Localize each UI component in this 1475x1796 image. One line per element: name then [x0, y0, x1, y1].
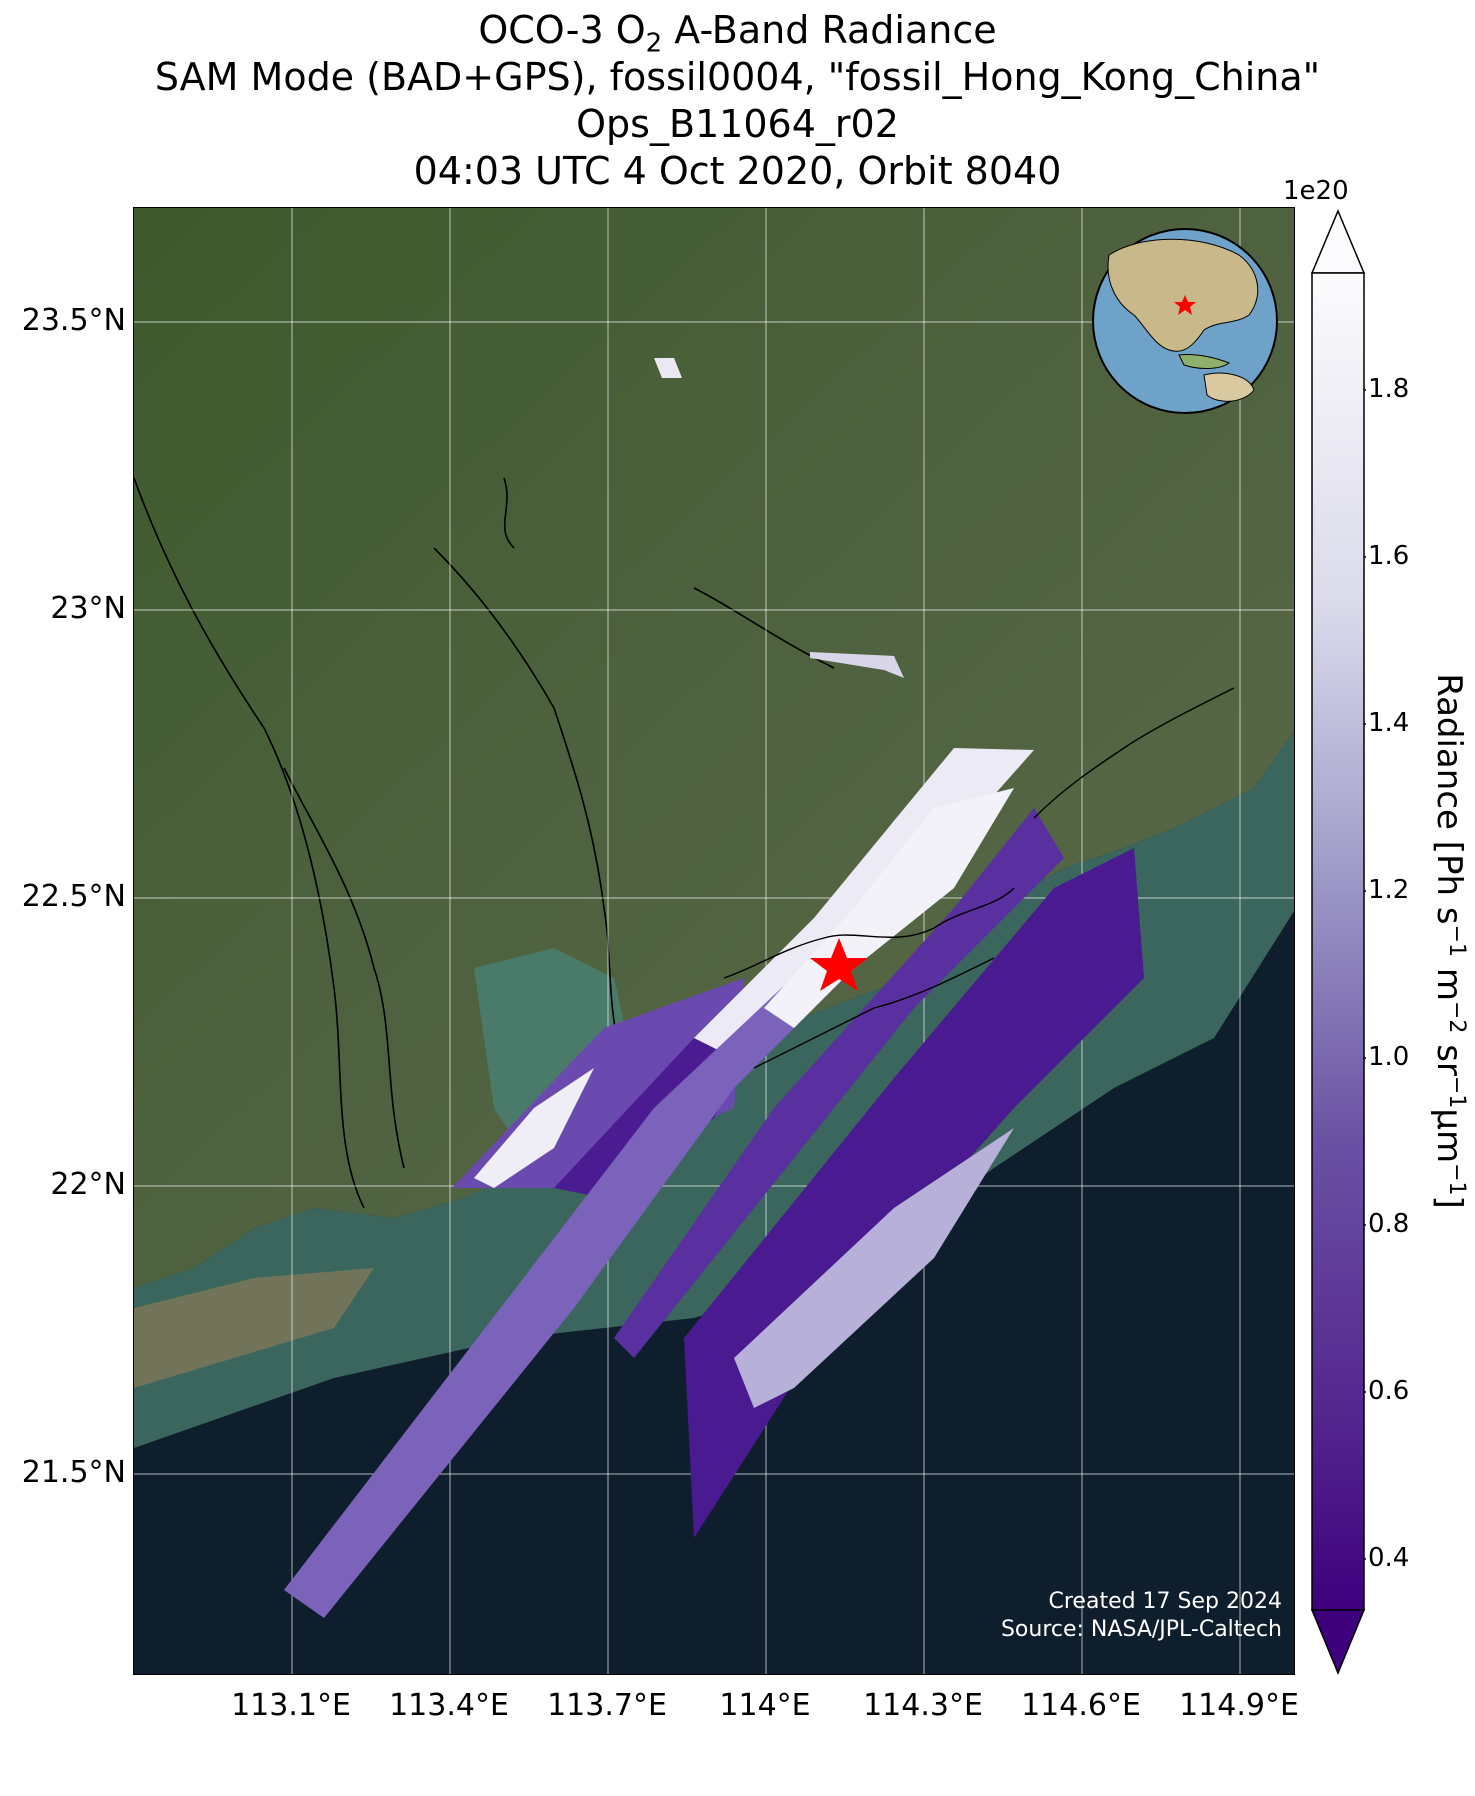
colorbar-label-sup-2: −2	[1444, 1000, 1470, 1034]
target-star-marker	[810, 938, 868, 991]
radiance-swaths	[284, 358, 1144, 1618]
globe-australia	[1203, 372, 1255, 402]
colorbar-tick-0-6: 0.6	[1368, 1376, 1410, 1406]
swath-6	[284, 868, 904, 1618]
lon-tick-114-6: 114.6°E	[1021, 1688, 1141, 1723]
colorbar-tick-1-6: 1.6	[1368, 541, 1410, 571]
colorbar-tick-0-4: 0.4	[1368, 1543, 1410, 1573]
colorbar-label-prefix: Radiance [Ph s	[1428, 673, 1469, 925]
lon-tick-113-7: 113.7°E	[547, 1688, 667, 1723]
colorbar-label: Radiance [Ph s−1 m−2 sr−1μm−1]	[1429, 673, 1469, 1209]
lon-tick-114: 114°E	[719, 1688, 811, 1723]
swath-7	[614, 808, 1064, 1358]
colorbar-tick-1-2: 1.2	[1368, 875, 1410, 905]
colorbar-gradient	[1311, 272, 1365, 1611]
colorbar-ticks	[1364, 389, 1366, 1560]
globe-indonesia	[1178, 354, 1231, 369]
muddy-water	[134, 1268, 374, 1388]
title-line-3: Ops_B11064_r02	[576, 102, 899, 146]
colorbar-label-sup-3: −1	[1444, 1075, 1470, 1109]
colorbar-label-um: μm	[1428, 1108, 1469, 1164]
globe-star-marker	[1174, 295, 1196, 315]
source-text: Source: NASA/JPL-Caltech	[1000, 1617, 1282, 1642]
title-line-2: SAM Mode (BAD+GPS), fossil0004, "fossil_…	[154, 55, 1321, 99]
colorbar	[1310, 209, 1366, 1675]
lon-tick-113-4: 113.4°E	[389, 1688, 509, 1723]
land	[134, 208, 1294, 1288]
colorbar-exponent: 1e20	[1283, 176, 1349, 206]
colorbar-label-sr: sr	[1428, 1033, 1469, 1076]
globe-locator-inset	[1092, 228, 1278, 414]
map-canvas[interactable]	[134, 208, 1295, 1675]
swath-3-bright	[474, 1068, 594, 1188]
swath-2	[810, 652, 904, 678]
colorbar-label-m: m	[1428, 957, 1469, 1001]
lon-tick-113-1: 113.1°E	[231, 1688, 351, 1723]
title-line-4: 04:03 UTC 4 Oct 2020, Orbit 8040	[413, 149, 1062, 193]
lat-tick-23-5: 23.5°N	[21, 303, 126, 338]
rivers	[134, 477, 835, 1209]
colorbar-extend-bottom	[1310, 1609, 1366, 1675]
lat-tick-22-5: 22.5°N	[21, 879, 126, 914]
lon-tick-114-9: 114.9°E	[1179, 1688, 1299, 1723]
coastlines	[723, 687, 1235, 1069]
lat-tick-21-5: 21.5°N	[21, 1455, 126, 1490]
title-line-1-sub: 2	[645, 28, 663, 59]
colorbar-tick-0-8: 0.8	[1368, 1209, 1410, 1239]
map-panel[interactable]	[133, 207, 1295, 1675]
colorbar-tick-1-0: 1.0	[1368, 1042, 1410, 1072]
swath-8-bright	[734, 1128, 1014, 1408]
colorbar-label-sup-1: −1	[1444, 924, 1470, 958]
colorbar-tick-1-4: 1.4	[1368, 708, 1410, 738]
lon-tick-114-3: 114.3°E	[863, 1688, 983, 1723]
title-line-1-suffix: A-Band Radiance	[662, 8, 997, 52]
title-line-1: OCO-3 O2 A-Band Radiance	[0, 8, 1475, 66]
credit-text: Created 17 Sep 2024 Source: NASA/JPL-Cal…	[1001, 1588, 1282, 1644]
lat-tick-23: 23°N	[50, 591, 126, 626]
swath-1	[654, 358, 682, 378]
title-line-1-prefix: OCO-3 O	[478, 8, 646, 52]
colorbar-extend-top	[1310, 209, 1366, 274]
globe-asia-landmass	[1107, 238, 1259, 352]
colorbar-tick-1-8: 1.8	[1368, 374, 1410, 404]
created-date: Created 17 Sep 2024	[1048, 1589, 1283, 1614]
colorbar-label-sup-4: −1	[1444, 1163, 1470, 1196]
colorbar-label-close: ]	[1428, 1195, 1469, 1209]
lat-tick-22: 22°N	[50, 1167, 126, 1202]
